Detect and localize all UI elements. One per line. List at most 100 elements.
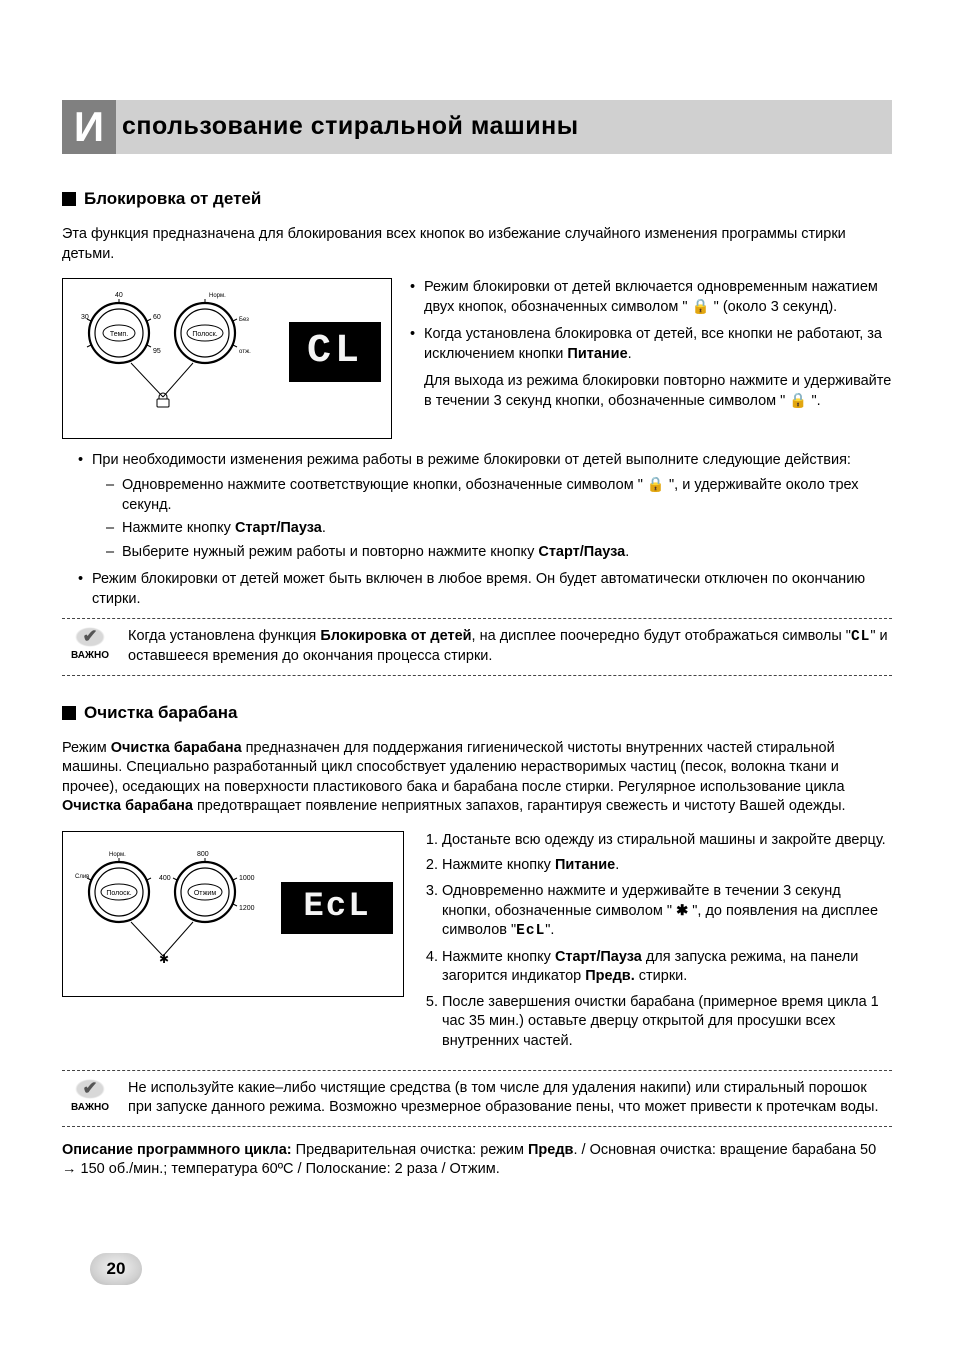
list-item: Нажмите кнопку Питание. — [442, 856, 892, 876]
bold: Предв. — [585, 968, 635, 984]
svg-text:Полоск.: Полоск. — [106, 890, 131, 897]
dash-item: Выберите нужный режим работы и повторно … — [106, 543, 892, 563]
bold: Питание — [567, 346, 627, 362]
text: . — [322, 520, 326, 536]
dash-list: Одновременно нажмите соответствующие кно… — [106, 476, 892, 562]
star-icon: ✱ — [676, 903, 688, 919]
svg-text:отж.: отж. — [239, 349, 251, 355]
bullet-item: Когда установлена блокировка от детей, в… — [410, 325, 892, 411]
callout-text: Не используйте какие–либо чистящие средс… — [128, 1079, 888, 1118]
section-intro: Режим Очистка барабана предназначен для … — [62, 739, 892, 817]
plain-para: Для выхода из режима блокировки повторно… — [424, 372, 892, 411]
svg-text:40: 40 — [115, 292, 123, 299]
text: , на дисплее поочередно будут отображать… — [472, 628, 851, 644]
callout-badge-label: ВАЖНО — [66, 1101, 114, 1115]
bold: Старт/Пауза — [555, 949, 642, 965]
svg-text:Отжим: Отжим — [194, 890, 216, 897]
svg-text:60: 60 — [153, 314, 161, 321]
seg-glyph: EcL — [516, 923, 545, 939]
section-heading: Блокировка от детей — [62, 188, 892, 211]
text: Нажмите кнопку — [442, 857, 555, 873]
text: Нажмите кнопку — [442, 949, 555, 965]
callout-important: ✔ ВАЖНО Когда установлена функция Блокир… — [62, 618, 892, 676]
text: стирки. — [635, 968, 688, 984]
manual-page: И спользование стиральной машины Блокиро… — [0, 0, 954, 1363]
bold: Старт/Пауза — [538, 544, 625, 560]
check-icon: ✔ — [75, 1079, 105, 1099]
bold: Блокировка от детей — [320, 628, 471, 644]
bullet-item: Режим блокировки от детей включается одн… — [410, 278, 892, 317]
chapter-title: спользование стиральной машины — [116, 100, 892, 154]
svg-text:400: 400 — [159, 875, 171, 882]
text: Режим — [62, 740, 111, 756]
check-icon: ✔ — [75, 627, 105, 647]
svg-text:95: 95 — [153, 348, 161, 355]
cycle-description: Описание программного цикла: Предварител… — [62, 1141, 892, 1180]
svg-text:Полоск.: Полоск. — [192, 331, 217, 338]
section-heading-text: Блокировка от детей — [84, 188, 261, 211]
svg-text:Без: Без — [239, 317, 249, 323]
bold: Очистка барабана — [111, 740, 242, 756]
svg-text:1200: 1200 — [239, 905, 255, 912]
seg-glyph: CL — [851, 629, 870, 645]
right-column: Достаньте всю одежду из стиральной машин… — [422, 831, 892, 1058]
dash-item: Одновременно нажмите соответствующие кно… — [106, 476, 892, 515]
callout-badge-label: ВАЖНО — [66, 649, 114, 663]
bold: Питание — [555, 857, 615, 873]
text: При необходимости изменения режима работ… — [92, 452, 851, 468]
callout-badge: ✔ ВАЖНО — [66, 627, 114, 663]
chapter-drop-letter: И — [62, 100, 116, 154]
section-heading-text: Очистка барабана — [84, 702, 237, 725]
right-column: Режим блокировки от детей включается одн… — [410, 278, 892, 419]
svg-text:Слив: Слив — [75, 874, 89, 880]
diagram-row: Полоск. Слив Норм. Отжи — [62, 831, 892, 1058]
list-item: После завершения очистки барабана (приме… — [442, 993, 892, 1052]
knobs-diagram: Полоск. Слив Норм. Отжи — [73, 842, 263, 975]
callout-badge: ✔ ВАЖНО — [66, 1079, 114, 1115]
svg-text:✱: ✱ — [159, 952, 169, 966]
bold: Предв — [528, 1142, 573, 1158]
svg-text:Темп.: Темп. — [110, 331, 128, 338]
text: предотвращает появление неприятных запах… — [193, 798, 846, 814]
knobs-diagram: Темп. 30 40 60 95 — [73, 289, 263, 416]
bullet-item: При необходимости изменения режима работ… — [78, 451, 892, 563]
bullet-list: При необходимости изменения режима работ… — [78, 451, 892, 610]
svg-text:30: 30 — [81, 314, 89, 321]
bullet-list: Режим блокировки от детей включается одн… — [410, 278, 892, 411]
svg-text:1000: 1000 — [239, 875, 255, 882]
bold: Очистка барабана — [62, 798, 193, 814]
section-heading: Очистка барабана — [62, 702, 892, 725]
bold: Описание программного цикла: — [62, 1142, 292, 1158]
text: Предварительная очистка: режим — [292, 1142, 528, 1158]
numbered-list: Достаньте всю одежду из стиральной машин… — [422, 831, 892, 1052]
svg-text:Норм.: Норм. — [109, 852, 126, 858]
chapter-header: И спользование стиральной машины — [62, 100, 892, 154]
svg-text:800: 800 — [197, 851, 209, 858]
callout-text: Когда установлена функция Блокировка от … — [128, 627, 888, 667]
diagram-box: Полоск. Слив Норм. Отжи — [62, 831, 404, 998]
dash-item: Нажмите кнопку Старт/Пауза. — [106, 519, 892, 539]
text: Когда установлена функция — [128, 628, 320, 644]
callout-important: ✔ ВАЖНО Не используйте какие–либо чистящ… — [62, 1070, 892, 1127]
section-child-lock: Блокировка от детей Эта функция предназн… — [62, 188, 892, 676]
diagram-box: Темп. 30 40 60 95 — [62, 278, 392, 439]
section-intro: Эта функция предназначена для блокирован… — [62, 225, 892, 264]
page-number: 20 — [90, 1253, 142, 1285]
svg-text:Норм.: Норм. — [209, 293, 226, 299]
text: . — [615, 857, 619, 873]
text: Нажмите кнопку — [122, 520, 235, 536]
list-item: Нажмите кнопку Старт/Пауза для запуска р… — [442, 948, 892, 987]
bold: Старт/Пауза — [235, 520, 322, 536]
text: . — [625, 544, 629, 560]
text: Выберите нужный режим работы и повторно … — [122, 544, 538, 560]
section-drum-clean: Очистка барабана Режим Очистка барабана … — [62, 702, 892, 1180]
text: Когда установлена блокировка от детей, в… — [424, 326, 882, 362]
diagram-row: Темп. 30 40 60 95 — [62, 278, 892, 439]
text: ". — [545, 922, 554, 938]
text: . — [628, 346, 632, 362]
bullet-item: Режим блокировки от детей может быть вкл… — [78, 570, 892, 609]
list-item: Одновременно нажмите и удерживайте в теч… — [442, 882, 892, 942]
lcd-display: EcL — [281, 882, 393, 934]
list-item: Достаньте всю одежду из стиральной машин… — [442, 831, 892, 851]
lcd-display: CL — [289, 322, 381, 382]
